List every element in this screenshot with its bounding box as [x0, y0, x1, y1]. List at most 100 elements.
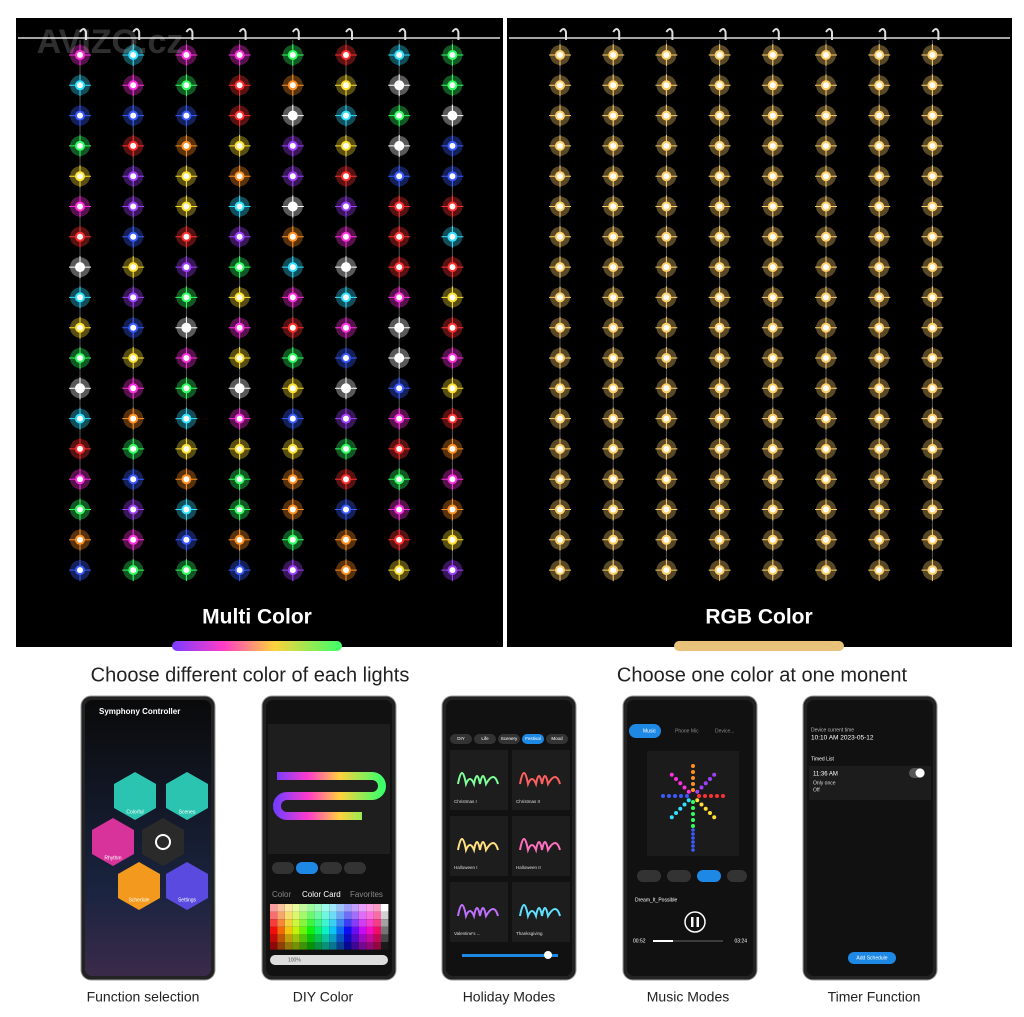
swatch[interactable]	[292, 934, 300, 942]
slider[interactable]	[462, 954, 558, 957]
hex-button[interactable]	[166, 772, 208, 820]
swatch[interactable]	[344, 942, 352, 950]
swatch[interactable]	[358, 934, 367, 942]
swatch[interactable]	[366, 942, 374, 950]
swatch[interactable]	[329, 919, 337, 927]
tab[interactable]: Color Card	[302, 890, 341, 899]
swatch[interactable]	[366, 911, 374, 920]
swatch[interactable]	[270, 911, 278, 920]
swatch[interactable]	[358, 904, 367, 912]
swatch[interactable]	[344, 926, 352, 935]
swatch[interactable]	[366, 919, 374, 927]
swatch[interactable]	[277, 911, 285, 920]
swatch[interactable]	[373, 934, 381, 942]
swatch[interactable]	[307, 934, 315, 942]
swatch[interactable]	[321, 904, 330, 912]
tab-label[interactable]: Music	[643, 728, 657, 734]
tab-label[interactable]: Mood	[551, 736, 563, 741]
tab-label[interactable]: Device...	[715, 728, 734, 734]
tab[interactable]: Favorites	[350, 890, 383, 899]
swatch[interactable]	[336, 911, 344, 920]
swatch[interactable]	[270, 934, 278, 942]
tab[interactable]: Color	[272, 890, 291, 899]
tab-label[interactable]: Life	[481, 736, 489, 741]
swatch[interactable]	[329, 911, 337, 920]
swatch[interactable]	[299, 926, 307, 935]
tool[interactable]	[344, 862, 366, 874]
swatch[interactable]	[351, 942, 359, 950]
swatch[interactable]	[373, 942, 381, 950]
swatch[interactable]	[366, 934, 374, 942]
swatch[interactable]	[344, 904, 352, 912]
swatch[interactable]	[270, 942, 278, 950]
swatch[interactable]	[299, 942, 307, 950]
swatch[interactable]	[321, 911, 330, 920]
swatch[interactable]	[314, 911, 322, 920]
swatch[interactable]	[270, 904, 278, 912]
swatch[interactable]	[307, 919, 315, 927]
swatch[interactable]	[358, 926, 367, 935]
swatch[interactable]	[277, 926, 285, 935]
swatch[interactable]	[277, 919, 285, 927]
swatch[interactable]	[336, 934, 344, 942]
swatch[interactable]	[307, 926, 315, 935]
tab-label[interactable]: Festival	[525, 736, 541, 741]
swatch[interactable]	[307, 911, 315, 920]
swatch[interactable]	[292, 904, 300, 912]
swatch[interactable]	[314, 904, 322, 912]
swatch[interactable]	[373, 904, 381, 912]
mode[interactable]	[637, 870, 661, 882]
swatch[interactable]	[292, 911, 300, 920]
swatch[interactable]	[299, 904, 307, 912]
swatch[interactable]	[351, 919, 359, 927]
swatch[interactable]	[270, 926, 278, 935]
swatch[interactable]	[329, 934, 337, 942]
tab[interactable]	[546, 734, 568, 744]
swatch[interactable]	[373, 911, 381, 920]
swatch[interactable]	[351, 926, 359, 935]
add-button-label[interactable]: Add Schedule	[856, 955, 887, 961]
swatch[interactable]	[321, 926, 330, 935]
tool[interactable]	[320, 862, 342, 874]
swatch[interactable]	[314, 934, 322, 942]
hex-button[interactable]	[114, 772, 156, 820]
swatch[interactable]	[284, 934, 293, 942]
swatch[interactable]	[336, 919, 344, 927]
swatch[interactable]	[329, 926, 337, 935]
tool[interactable]	[272, 862, 294, 874]
tab[interactable]	[629, 724, 661, 738]
swatch[interactable]	[373, 926, 381, 935]
swatch[interactable]	[277, 942, 285, 950]
tab[interactable]	[450, 734, 472, 744]
swatch[interactable]	[277, 934, 285, 942]
swatch[interactable]	[321, 919, 330, 927]
swatch[interactable]	[329, 904, 337, 912]
mode[interactable]	[697, 870, 721, 882]
swatch[interactable]	[299, 919, 307, 927]
swatch[interactable]	[307, 904, 315, 912]
swatch[interactable]	[321, 942, 330, 950]
swatch[interactable]	[336, 904, 344, 912]
swatch[interactable]	[381, 904, 389, 912]
swatch[interactable]	[284, 926, 293, 935]
swatch[interactable]	[381, 926, 389, 935]
swatch[interactable]	[373, 919, 381, 927]
swatch[interactable]	[292, 926, 300, 935]
tab[interactable]	[474, 734, 496, 744]
slider[interactable]	[270, 955, 388, 965]
swatch[interactable]	[299, 934, 307, 942]
swatch[interactable]	[381, 911, 389, 920]
swatch[interactable]	[336, 942, 344, 950]
swatch[interactable]	[329, 942, 337, 950]
hex-button[interactable]	[118, 862, 160, 910]
swatch[interactable]	[314, 926, 322, 935]
swatch[interactable]	[366, 926, 374, 935]
swatch[interactable]	[344, 934, 352, 942]
swatch[interactable]	[351, 911, 359, 920]
hex-button[interactable]	[92, 818, 134, 866]
mode[interactable]	[727, 870, 747, 882]
swatch[interactable]	[336, 926, 344, 935]
hex-button[interactable]	[142, 818, 184, 866]
swatch[interactable]	[292, 919, 300, 927]
swatch[interactable]	[344, 919, 352, 927]
